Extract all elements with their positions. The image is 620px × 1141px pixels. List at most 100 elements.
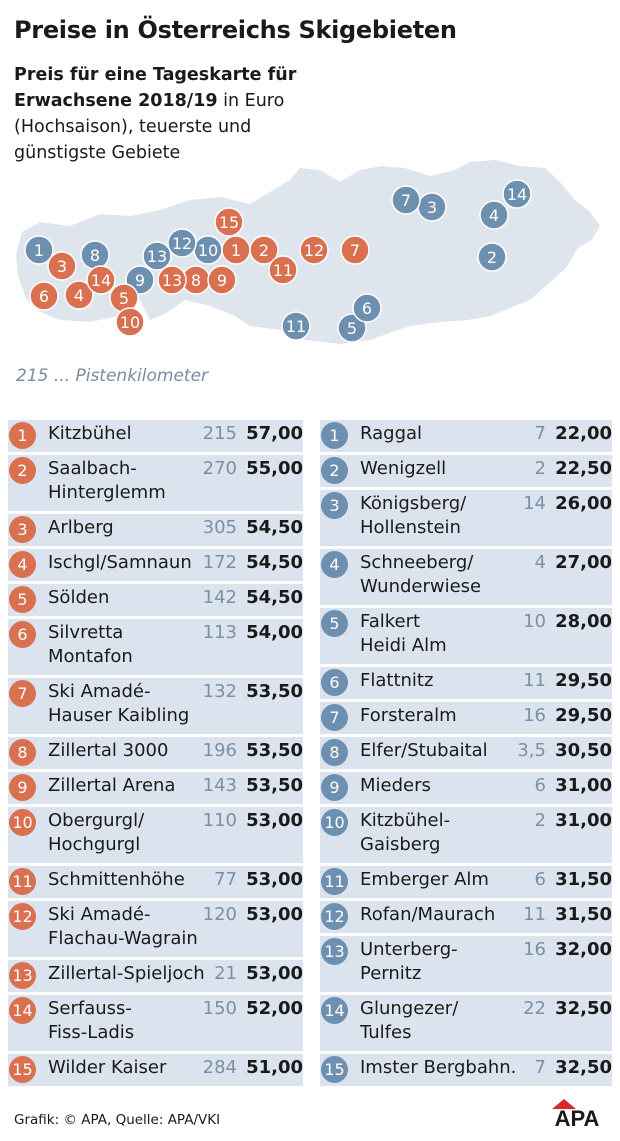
cheap-marker-3: 3 [417, 192, 447, 222]
expensive-marker-circle [86, 265, 116, 295]
expensive-marker-6: 6 [29, 281, 59, 311]
cheap-row: 6 Flattnitz 11 29,50 [320, 667, 612, 699]
expensive-marker-circle [64, 280, 94, 310]
cheap-marker-circle [337, 313, 367, 343]
resort-name: Kitzbühel- Gaisberg [360, 810, 451, 855]
rank-badge: 13 [9, 962, 36, 989]
cheap-marker-circle [352, 293, 382, 323]
resort-name: Ski Amadé- Flachau-Wagrain [48, 904, 198, 949]
piste-km: 196 [202, 740, 237, 761]
expensive-marker-12: 12 [299, 235, 329, 265]
rank-badge: 3 [321, 492, 348, 519]
piste-km: 143 [202, 775, 237, 796]
day-ticket-price: 30,50 [555, 740, 612, 761]
expensive-marker-label: 10 [120, 313, 140, 332]
expensive-row: 15 Wilder Kaiser 284 51,00 [8, 1054, 303, 1086]
expensive-marker-label: 11 [273, 261, 293, 280]
cheap-marker-label: 4 [489, 206, 499, 225]
piste-km: 113 [202, 622, 237, 643]
day-ticket-price: 22,00 [555, 423, 612, 444]
resort-name: Obergurgl/ Hochgurgl [48, 810, 145, 855]
day-ticket-price: 53,50 [246, 740, 303, 761]
day-ticket-price: 32,00 [555, 939, 612, 960]
resort-name: Schneeberg/ Wunderwiese [360, 552, 482, 597]
resort-name: Forsteralm [360, 705, 457, 726]
resort-name: Mieders [360, 775, 431, 796]
piste-km: 4 [534, 552, 546, 573]
subtitle: Preis für eine Tageskarte für Erwachsene… [14, 62, 314, 166]
expensive-marker-label: 2 [259, 241, 269, 260]
expensive-marker-14: 14 [86, 265, 116, 295]
rank-badge: 9 [9, 774, 36, 801]
expensive-marker-circle [207, 265, 237, 295]
resort-name: Arlberg [48, 517, 114, 538]
piste-km: 10 [523, 611, 546, 632]
legend-note: 215 ... Pistenkilometer [16, 366, 209, 386]
expensive-marker-9: 9 [207, 265, 237, 295]
piste-km: 77 [214, 869, 237, 890]
cheap-marker-circle [281, 311, 311, 341]
rank-badge: 11 [321, 868, 348, 895]
expensive-marker-circle [47, 251, 77, 281]
cheap-row: 3 Königsberg/ Hollenstein 14 26,00 [320, 490, 612, 546]
expensive-marker-4: 4 [64, 280, 94, 310]
piste-km: 6 [534, 869, 546, 890]
expensive-marker-label: 6 [39, 287, 49, 306]
day-ticket-price: 32,50 [555, 1057, 612, 1078]
expensive-row: 1 Kitzbühel 215 57,00 [8, 420, 303, 452]
day-ticket-price: 51,00 [246, 1057, 303, 1078]
page-title: Preise in Österreichs Skigebieten [14, 16, 457, 44]
rank-badge: 8 [9, 739, 36, 766]
cheap-marker-label: 2 [487, 248, 497, 267]
cheap-marker-circle [391, 185, 421, 215]
expensive-marker-label: 7 [350, 241, 360, 260]
expensive-row: 11 Schmittenhöhe 77 53,00 [8, 866, 303, 898]
resort-name: Silvretta Montafon [48, 622, 133, 667]
expensive-row: 8 Zillertal 3000 196 53,50 [8, 737, 303, 769]
expensive-marker-2: 2 [249, 235, 279, 265]
piste-km: 21 [214, 963, 237, 984]
day-ticket-price: 26,00 [555, 493, 612, 514]
cheap-row: 10 Kitzbühel- Gaisberg 2 31,00 [320, 807, 612, 863]
resort-name: Ischgl/Samnaun [48, 552, 192, 573]
day-ticket-price: 53,00 [246, 869, 303, 890]
expensive-row: 4 Ischgl/Samnaun 172 54,50 [8, 549, 303, 581]
cheap-marker-circle [142, 241, 172, 271]
rank-badge: 9 [321, 774, 348, 801]
piste-km: 7 [534, 423, 546, 444]
rank-badge: 4 [9, 551, 36, 578]
resort-name: Glungezer/ Tulfes [360, 998, 459, 1043]
cheap-marker-label: 5 [347, 319, 357, 338]
day-ticket-price: 53,50 [246, 681, 303, 702]
expensive-row: 3 Arlberg 305 54,50 [8, 514, 303, 546]
expensive-marker-label: 1 [231, 241, 241, 260]
rank-badge: 15 [321, 1056, 348, 1083]
cheap-marker-10: 10 [193, 235, 223, 265]
expensive-marker-10: 10 [115, 307, 145, 337]
cheap-marker-7: 7 [391, 185, 421, 215]
expensive-marker-label: 4 [74, 286, 84, 305]
piste-km: 2 [534, 810, 546, 831]
day-ticket-price: 53,00 [246, 810, 303, 831]
cheap-marker-circle [502, 179, 532, 209]
day-ticket-price: 29,50 [555, 670, 612, 691]
resort-name: Wenigzell [360, 458, 447, 479]
source-note: Grafik: © APA, Quelle: APA/VKI [14, 1112, 221, 1128]
day-ticket-price: 55,00 [246, 458, 303, 479]
cheap-marker-14: 14 [502, 179, 532, 209]
cheap-marker-label: 14 [507, 185, 527, 204]
piste-km: 215 [202, 423, 237, 444]
cheap-row: 15 Imster Bergbahn. 7 32,50 [320, 1054, 612, 1086]
expensive-marker-15: 15 [214, 207, 244, 237]
resort-name: Zillertal-Spieljoch [48, 963, 205, 984]
expensive-marker-11: 11 [268, 255, 298, 285]
cheap-marker-12: 12 [167, 228, 197, 258]
piste-km: 6 [534, 775, 546, 796]
resort-name: Zillertal Arena [48, 775, 176, 796]
rank-badge: 14 [321, 997, 348, 1024]
rank-badge: 11 [9, 868, 36, 895]
piste-km: 2 [534, 458, 546, 479]
rank-badge: 1 [321, 422, 348, 449]
expensive-marker-circle [299, 235, 329, 265]
rank-badge: 12 [9, 903, 36, 930]
